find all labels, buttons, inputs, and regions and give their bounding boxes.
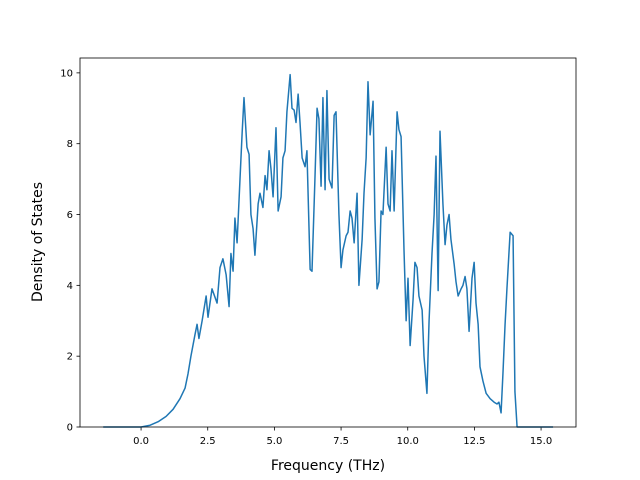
x-tick-label: 2.5 [200,436,216,447]
x-tick-label: 7.5 [333,436,349,447]
y-tick-label: 2 [67,352,73,363]
y-tick-label: 8 [67,139,73,150]
y-axis-label: Density of States [30,182,46,302]
plot-frame [79,57,577,428]
y-tick-label: 10 [60,68,73,79]
y-tick-label: 4 [67,281,73,292]
x-tick-label: 10.0 [397,436,419,447]
line-series [103,73,554,428]
x-axis-label: Frequency (THz) [271,458,385,474]
x-tick-label: 5.0 [266,436,282,447]
x-tick-label: 12.5 [463,436,485,447]
x-tick-label: 15.0 [530,436,552,447]
y-tick-label: 6 [67,210,73,221]
y-tick-label: 0 [67,423,73,434]
x-tick-label: 0.0 [133,436,149,447]
